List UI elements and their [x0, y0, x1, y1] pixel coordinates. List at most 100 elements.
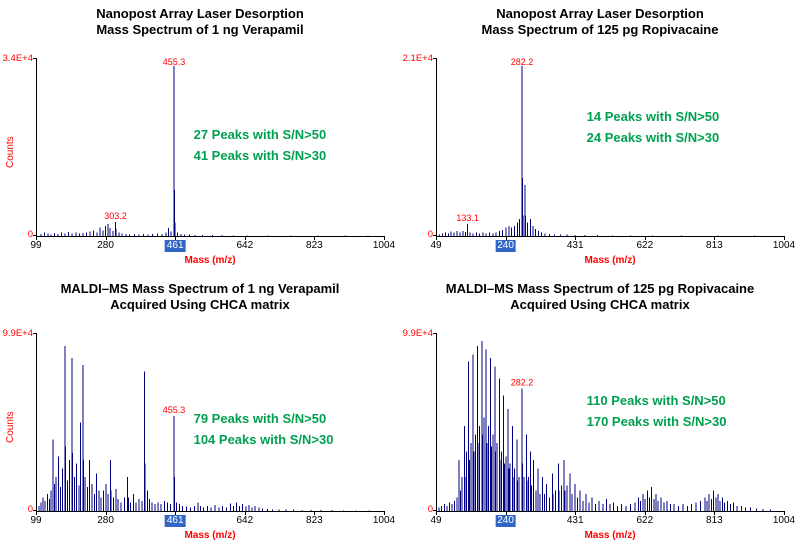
spectrum-sticks	[439, 66, 755, 236]
x-tick-label: 49	[430, 240, 442, 251]
x-axis-tickmark	[714, 237, 716, 240]
x-axis-tickmark	[36, 512, 37, 515]
panel-npld-ropivacaine: Nanopost Array Laser Desorption Mass Spe…	[400, 0, 800, 275]
x-tick-label: 1004	[772, 515, 796, 526]
chart-title-line1: MALDI–MS Mass Spectrum of 1 ng Verapamil	[60, 281, 340, 296]
x-axis-tickmark	[105, 237, 107, 240]
annotation-line2: 41 Peaks with S/N>30	[193, 148, 327, 164]
chart-title-line2: Acquired Using CHCA matrix	[510, 297, 690, 313]
x-tick-label: 823	[306, 515, 323, 526]
x-tick-label: 813	[706, 515, 723, 526]
chart-title-line2: Acquired Using CHCA matrix	[110, 297, 290, 313]
x-axis-tickmark	[244, 512, 246, 515]
x-axis-tickmark	[384, 512, 385, 515]
y-axis-title: Counts	[5, 411, 16, 443]
x-axis-tickmark	[784, 237, 785, 240]
x-tick-label-highlighted: 240	[495, 515, 516, 527]
plot-area: 455.3 79 Peaks with S/N>50 104 Peaks wit…	[33, 333, 385, 512]
x-tick-label: 642	[236, 240, 254, 251]
x-axis-tickmark	[175, 512, 177, 515]
chart-title-line1: MALDI–MS Mass Spectrum of 125 pg Ropivac…	[445, 281, 755, 296]
chart-title-line2: Mass Spectrum of 1 ng Verapamil	[96, 22, 304, 38]
peak-count-annotation: 79 Peaks with S/N>50 104 Peaks with S/N>…	[194, 408, 334, 451]
x-axis-tickmark	[644, 237, 646, 240]
mass-spectrum-plot: 455.3 303.2	[40, 57, 369, 236]
x-tick-label: 431	[566, 240, 584, 251]
x-tick-label: 99	[30, 515, 42, 526]
spectrum-sticks	[40, 66, 369, 236]
mass-spectrum-plot: 455.3	[38, 346, 370, 511]
chart-title-line2: Mass Spectrum of 125 pg Ropivacaine	[481, 22, 719, 38]
annotation-line2: 24 Peaks with S/N>30	[586, 130, 720, 146]
x-tick-label: 622	[636, 515, 654, 526]
chart-title-line1: Nanopost Array Laser Desorption	[496, 6, 704, 21]
peak-mz-label: 455.3	[163, 57, 186, 67]
x-tick-label: 280	[97, 515, 114, 526]
annotation-line1: 27 Peaks with S/N>50	[193, 126, 327, 142]
chart-title: MALDI–MS Mass Spectrum of 125 pg Ropivac…	[400, 281, 800, 314]
x-axis-ticks: 49 240 431 622 813 1004	[430, 512, 795, 528]
x-axis-tickmark	[175, 237, 177, 240]
x-axis-tickmark	[314, 237, 316, 240]
x-axis-tickmark	[575, 512, 577, 515]
x-axis-tickmark	[105, 512, 107, 515]
peak-mz-label: 455.3	[163, 405, 186, 415]
chart-title: Nanopost Array Laser Desorption Mass Spe…	[400, 6, 800, 39]
peak-mz-label: 133.1	[456, 213, 479, 223]
y-zero-label: 0	[427, 504, 433, 515]
y-axis-title: Counts	[5, 136, 16, 168]
x-tick-label: 49	[430, 515, 442, 526]
panel-npld-verapamil: Nanopost Array Laser Desorption Mass Spe…	[0, 0, 400, 275]
x-axis-title: Mass (m/z)	[584, 530, 636, 541]
y-zero-label: 0	[427, 229, 433, 240]
x-tick-label: 99	[30, 240, 42, 251]
x-axis-tickmark	[714, 512, 716, 515]
x-axis-title: Mass (m/z)	[184, 530, 236, 541]
y-max-label: 2.1E+4	[402, 53, 433, 64]
chart-title: MALDI–MS Mass Spectrum of 1 ng Verapamil…	[0, 281, 400, 314]
chart-title-line1: Nanopost Array Laser Desorption	[96, 6, 304, 21]
x-tick-label: 1004	[772, 240, 796, 251]
x-axis-tickmark	[505, 237, 507, 240]
x-tick-label: 622	[636, 240, 654, 251]
x-axis-tickmark	[505, 512, 507, 515]
y-zero-label: 0	[27, 504, 33, 515]
panel-maldi-ropivacaine: MALDI–MS Mass Spectrum of 125 pg Ropivac…	[400, 275, 800, 551]
mass-spectrum-plot: 282.2 133.1	[439, 57, 755, 236]
peak-count-annotation: 14 Peaks with S/N>50 24 Peaks with S/N>3…	[587, 106, 720, 149]
x-tick-label: 280	[97, 240, 114, 251]
y-max-label: 9.9E+4	[2, 328, 33, 339]
peak-mz-label: 282.2	[511, 378, 534, 388]
panel-maldi-verapamil: MALDI–MS Mass Spectrum of 1 ng Verapamil…	[0, 275, 400, 551]
plot-area: 282.2 110 Peaks with S/N>50 170 Peaks wi…	[433, 333, 785, 512]
peak-count-annotation: 27 Peaks with S/N>50 41 Peaks with S/N>3…	[194, 124, 327, 167]
x-axis-tickmark	[384, 237, 385, 240]
x-axis-tickmark	[436, 512, 437, 515]
x-axis-title: Mass (m/z)	[584, 255, 636, 266]
x-tick-label: 823	[306, 240, 323, 251]
x-axis-tickmark	[244, 237, 246, 240]
peak-mz-label: 282.2	[511, 57, 534, 67]
x-tick-label-highlighted: 461	[164, 240, 186, 252]
y-max-label: 3.4E+4	[2, 53, 33, 64]
annotation-line1: 79 Peaks with S/N>50	[193, 410, 327, 426]
x-axis-title: Mass (m/z)	[184, 255, 236, 266]
spectrum-sticks	[438, 341, 771, 511]
plot-area: 282.2 133.1 14 Peaks with S/N>50 24 Peaks…	[433, 57, 785, 237]
spectrum-sticks	[38, 346, 370, 511]
x-tick-label: 1004	[372, 240, 396, 251]
plot-area: 455.3 303.2 27 Peaks with S/N>50 41 Peaks…	[33, 57, 385, 237]
x-tick-label-highlighted: 240	[495, 240, 516, 252]
annotation-line2: 170 Peaks with S/N>30	[586, 414, 727, 430]
x-axis-tickmark	[314, 512, 316, 515]
x-axis-ticks: 99 280 461 642 823 1004	[30, 237, 395, 253]
mass-spectrum-plot: 282.2	[438, 341, 771, 511]
x-tick-label-highlighted: 461	[164, 515, 186, 527]
y-zero-label: 0	[27, 229, 33, 240]
x-tick-label: 813	[706, 240, 723, 251]
x-axis-tickmark	[436, 237, 437, 240]
x-axis-tickmark	[644, 512, 646, 515]
x-axis-ticks: 99 280 461 642 823 1004	[30, 512, 395, 528]
peak-mz-label: 303.2	[104, 211, 127, 221]
